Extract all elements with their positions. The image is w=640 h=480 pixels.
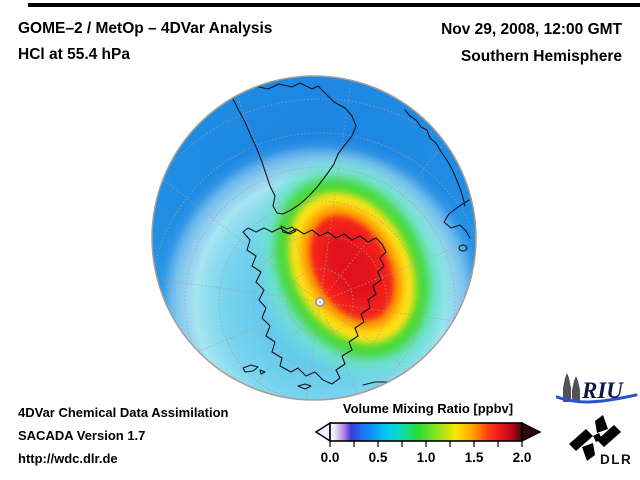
globe-rim <box>151 75 477 401</box>
dlr-bird-icon <box>569 415 621 461</box>
tick-label-3: 1.5 <box>464 450 484 465</box>
credit-line-1: 4DVar Chemical Data Assimilation <box>18 405 229 420</box>
island-outline-s <box>297 383 312 390</box>
tick-label-1: 0.5 <box>368 450 388 465</box>
figure-datetime: Nov 29, 2008, 12:00 GMT <box>441 21 622 38</box>
tierra-del-fuego-outline <box>280 225 297 235</box>
colorbar-svg <box>314 421 542 447</box>
pole-marker <box>315 297 325 307</box>
colorbar-left-arrow <box>314 421 331 443</box>
tick-label-0: 0.0 <box>320 450 340 465</box>
colorbar-right-arrow <box>521 421 542 443</box>
credit-line-2: SACADA Version 1.7 <box>18 428 146 443</box>
colorbar-tick-labels: 0.0 0.5 1.0 1.5 2.0 <box>313 450 543 468</box>
tick-label-4: 2.0 <box>512 450 532 465</box>
dlr-logo: DLR <box>566 414 640 468</box>
footer-credits: 4DVar Chemical Data Assimilation SACADA … <box>18 401 229 470</box>
riu-wave-icon <box>555 393 638 404</box>
riu-logo-text: RIU <box>581 378 624 403</box>
south-america-outline <box>231 82 357 215</box>
credit-url: http://wdc.dlr.de <box>18 451 118 466</box>
colorbar-gradient-bar <box>329 422 523 442</box>
africa-outline <box>404 109 466 207</box>
tick-label-2: 1.0 <box>416 450 436 465</box>
dlr-logo-text: DLR <box>600 452 632 467</box>
top-border-bar <box>28 3 640 7</box>
light-collar-band <box>167 149 473 400</box>
header-left: GOME–2 / MetOp – 4DVar Analysis HCl at 5… <box>18 16 272 68</box>
island-outline-sw <box>242 364 266 375</box>
globe-svg <box>151 75 477 401</box>
graticule <box>152 76 476 400</box>
hotspot-dark-core <box>324 232 380 304</box>
colorbar-ticks <box>329 441 523 447</box>
cathedral-icon <box>563 373 580 402</box>
colorbar-title: Volume Mixing Ratio [ppbv] <box>342 401 514 416</box>
hemisphere-map <box>145 70 485 410</box>
figure-subtitle: HCl at 55.4 hPa <box>18 46 130 63</box>
figure-title: GOME–2 / MetOp – 4DVar Analysis <box>18 20 273 37</box>
riu-logo: RIU <box>555 371 638 409</box>
figure-region: Southern Hemisphere <box>460 48 622 65</box>
australia-outline <box>443 199 471 239</box>
header-right: Nov 29, 2008, 12:00 GMT Southern Hemisph… <box>441 16 622 70</box>
tasmania-outline <box>458 244 468 252</box>
colorbar: Volume Mixing Ratio [ppbv] 0.0 0.5 1.0 1… <box>313 401 543 468</box>
coastlines <box>231 82 471 390</box>
antarctica-outline <box>242 227 387 385</box>
